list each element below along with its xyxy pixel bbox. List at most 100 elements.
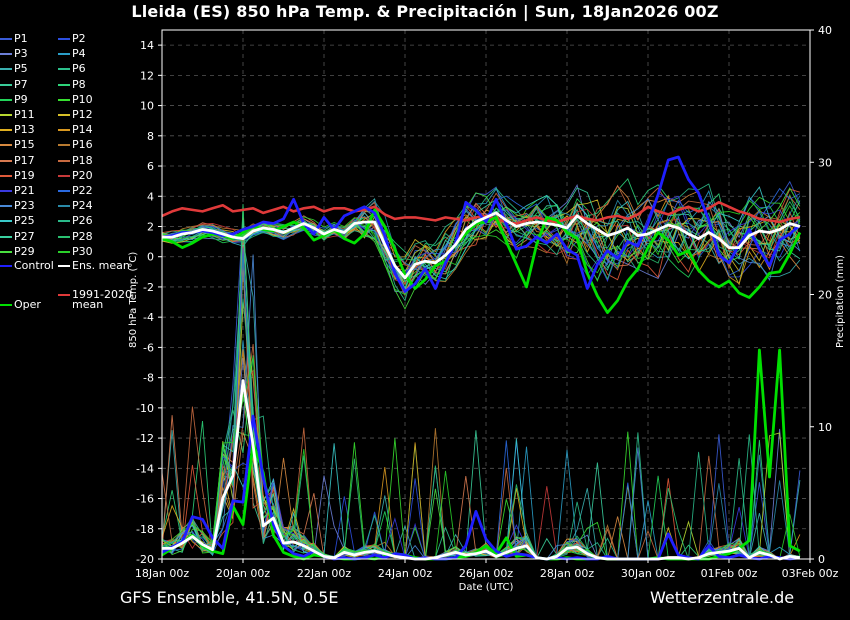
legend-label: P1 — [14, 32, 28, 45]
legend-swatch — [0, 174, 12, 177]
y2-tick-label: 10 — [818, 421, 832, 434]
legend-label: P11 — [14, 108, 35, 121]
y-tick-label: 10 — [140, 100, 154, 113]
model-info: GFS Ensemble, 41.5N, 0.5E — [120, 588, 339, 607]
member-precip-line — [161, 302, 800, 560]
site-credit: Wetterzentrale.de — [650, 588, 795, 607]
legend-swatch — [0, 68, 12, 71]
legend-label: P14 — [72, 123, 93, 137]
member-temp-line — [161, 186, 801, 290]
legend-label: P30 — [72, 244, 93, 258]
legend-label: P20 — [72, 168, 93, 182]
x-tick-label: 22Jan 00z — [297, 567, 351, 580]
y-tick-label: -12 — [136, 432, 154, 445]
x-tick-label: 30Jan 00z — [621, 567, 675, 580]
legend-label: P4 — [72, 47, 86, 61]
legend-swatch — [58, 294, 70, 296]
legend-swatch — [0, 98, 12, 101]
legend-label: P5 — [14, 62, 28, 76]
chart-title: Lleida (ES) 850 hPa Temp. & Precipitació… — [131, 2, 719, 21]
legend-swatch — [0, 129, 12, 132]
x-tick-label: 18Jan 00z — [135, 567, 189, 580]
x-tick-label: 03Feb 00z — [782, 567, 839, 580]
y2-tick-label: 0 — [818, 553, 825, 566]
legend-label: P12 — [72, 108, 93, 121]
y2-tick-label: 30 — [818, 156, 832, 169]
y2-tick-label: 40 — [818, 24, 832, 37]
legend-label: P23 — [14, 199, 35, 213]
legend-swatch — [58, 159, 70, 162]
legend-swatch — [0, 114, 12, 116]
legend-swatch — [58, 144, 70, 147]
legend-swatch — [0, 250, 12, 253]
y-tick-label: -4 — [143, 311, 154, 324]
legend-swatch — [58, 98, 70, 101]
y-tick-label: -6 — [143, 341, 154, 354]
legend-label: P13 — [14, 123, 35, 137]
y-tick-label: 8 — [147, 130, 154, 143]
legend-swatch — [58, 83, 70, 86]
tick-labels: 14121086420-2-4-6-8-10-12-14-16-18-20403… — [135, 24, 839, 580]
legend-label: P9 — [14, 92, 28, 106]
x-tick-label: 20Jan 00z — [216, 567, 270, 580]
x-tick-label: 28Jan 00z — [540, 567, 594, 580]
member-precip-line — [161, 247, 800, 560]
legend-label: P10 — [72, 92, 93, 106]
legend-label: Ens. mean — [72, 259, 130, 272]
legend-label: Control — [14, 259, 54, 272]
legend-swatch — [58, 114, 70, 116]
legend-swatch — [58, 53, 70, 56]
legend-label: P6 — [72, 62, 86, 76]
legend-label-clim: 1991-2020 mean — [72, 288, 132, 311]
y-tick-label: -2 — [143, 281, 154, 294]
legend-label: P2 — [72, 32, 86, 45]
y-axis-label-precip: Precipitation (mm) — [835, 255, 846, 348]
legend-label: P16 — [72, 138, 93, 152]
legend-swatch — [58, 265, 70, 267]
plot-axes — [158, 29, 814, 563]
legend-label: P26 — [72, 214, 93, 228]
legend-label: P3 — [14, 47, 28, 61]
y-tick-label: 12 — [140, 69, 154, 82]
legend-swatch — [0, 38, 12, 40]
legend-label: P18 — [72, 153, 93, 167]
legend-label: Oper — [14, 298, 41, 311]
ens-mean-temp-line — [162, 211, 801, 280]
y-tick-label: 0 — [147, 251, 154, 264]
legend-swatch — [58, 129, 70, 132]
member-temp-line — [161, 192, 801, 283]
legend-label: P25 — [14, 214, 35, 228]
y-tick-label: -14 — [136, 462, 154, 475]
legend-swatch — [0, 265, 12, 267]
legend-label: P29 — [14, 244, 35, 258]
y-tick-label: 14 — [140, 39, 154, 52]
legend-swatch — [0, 83, 12, 86]
legend-swatch — [58, 205, 70, 208]
legend-swatch — [0, 53, 12, 56]
legend-label: P19 — [14, 168, 35, 182]
legend-swatch — [58, 174, 70, 177]
legend-label: P28 — [72, 229, 93, 243]
y-tick-label: -18 — [136, 523, 154, 536]
legend-swatch — [0, 144, 12, 147]
legend-swatch — [58, 190, 70, 192]
legend-swatch — [58, 235, 70, 238]
control-temp-line — [161, 155, 801, 293]
y-tick-label: -10 — [136, 402, 154, 415]
oper-temp-line — [161, 208, 802, 315]
x-tick-label: 01Feb 00z — [701, 567, 758, 580]
legend-label: P8 — [72, 77, 86, 91]
plot-frame — [161, 29, 811, 560]
y-tick-label: 2 — [147, 220, 154, 233]
legend-swatch — [58, 68, 70, 71]
y-tick-label: -16 — [136, 493, 154, 506]
legend-swatch — [0, 304, 12, 306]
legend-swatch — [0, 235, 12, 238]
plot-grid — [161, 30, 811, 560]
x-tick-label: 26Jan 00z — [459, 567, 513, 580]
legend-swatch — [0, 159, 12, 162]
legend-swatch — [0, 220, 12, 223]
legend-swatch — [0, 205, 12, 208]
legend-label: P17 — [14, 153, 35, 167]
